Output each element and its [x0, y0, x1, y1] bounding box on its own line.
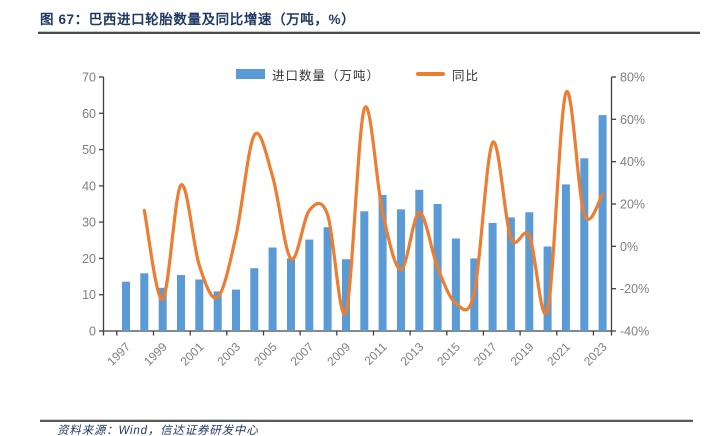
bar [268, 247, 277, 331]
svg-text:2005: 2005 [251, 339, 280, 368]
bar [342, 259, 350, 331]
yoy-line [142, 89, 605, 316]
svg-text:2013: 2013 [398, 339, 427, 368]
legend-label-imports: 进口数量（万吨） [271, 68, 380, 83]
bar [525, 212, 534, 331]
svg-text:20: 20 [82, 252, 96, 266]
chart-legend: 进口数量（万吨） 同比 [103, 65, 612, 83]
svg-text:30: 30 [82, 216, 96, 230]
bar-series-swatch [235, 69, 265, 79]
svg-text:2011: 2011 [362, 339, 390, 367]
bar [561, 184, 570, 331]
source-note: 资料来源：Wind，信达证券研发中心 [57, 425, 259, 436]
bar [580, 158, 589, 331]
svg-text:2007: 2007 [288, 339, 317, 368]
svg-text:0: 0 [89, 325, 96, 339]
svg-text:60: 60 [82, 107, 96, 121]
svg-text:2003: 2003 [214, 339, 243, 368]
bar [451, 238, 460, 331]
bar [232, 289, 240, 331]
svg-text:80%: 80% [620, 71, 645, 85]
bar [506, 217, 515, 331]
svg-text:2015: 2015 [434, 339, 463, 368]
svg-text:20%: 20% [620, 198, 645, 212]
legend-item-yoy: 同比 [416, 65, 479, 84]
bar [598, 115, 607, 331]
bar [195, 279, 204, 331]
yoy-line-series [142, 89, 605, 316]
figure-title: 图 67：巴西进口轮胎数量及同比增速（万吨，%） [40, 12, 356, 27]
svg-text:1997: 1997 [104, 339, 133, 368]
bar [122, 281, 130, 331]
bar [488, 222, 497, 331]
svg-text:2017: 2017 [471, 339, 500, 368]
bar [305, 239, 314, 331]
legend-item-imports: 进口数量（万吨） [235, 65, 380, 84]
svg-text:70: 70 [82, 71, 96, 85]
svg-text:40%: 40% [620, 155, 645, 169]
bar [543, 246, 552, 331]
svg-text:2001: 2001 [178, 339, 207, 368]
svg-text:60%: 60% [620, 113, 645, 127]
svg-text:50: 50 [82, 143, 96, 157]
bar [140, 273, 149, 331]
bar-series [122, 115, 607, 331]
legend-label-yoy: 同比 [452, 68, 480, 83]
bar [177, 275, 185, 331]
svg-text:0%: 0% [620, 240, 638, 254]
bar [158, 287, 167, 331]
svg-text:2023: 2023 [581, 339, 610, 368]
line-series-swatch [416, 72, 445, 76]
source-divider [40, 419, 693, 422]
svg-text:2019: 2019 [508, 339, 537, 368]
svg-text:40: 40 [82, 179, 96, 193]
title-divider [38, 31, 700, 34]
bar [287, 258, 295, 331]
bar [250, 268, 259, 331]
bar [415, 189, 424, 331]
bar [378, 194, 387, 331]
bar [323, 227, 332, 331]
svg-text:-20%: -20% [620, 282, 649, 296]
axes [99, 76, 616, 336]
svg-text:10: 10 [82, 288, 96, 302]
svg-text:1999: 1999 [141, 339, 170, 368]
bar [213, 291, 222, 331]
bar [360, 211, 369, 331]
svg-text:2009: 2009 [324, 339, 353, 368]
svg-text:-40%: -40% [620, 325, 649, 339]
svg-text:2021: 2021 [544, 339, 573, 368]
